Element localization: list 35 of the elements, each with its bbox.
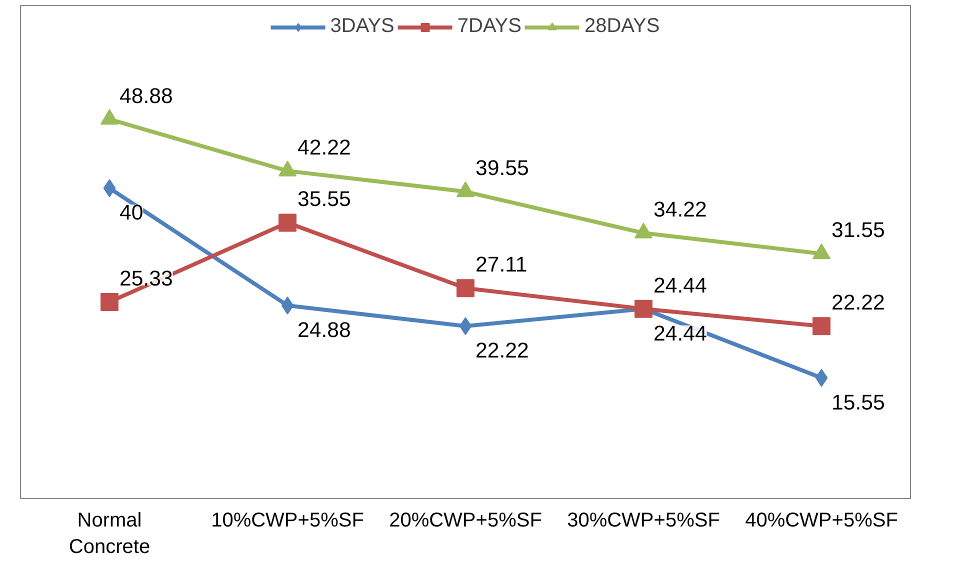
data-label: 25.33: [120, 266, 173, 290]
data-label: 24.88: [298, 318, 351, 342]
data-label: 22.22: [476, 338, 529, 363]
data-label: 35.55: [298, 187, 351, 212]
point: [100, 108, 118, 125]
point: [812, 317, 830, 336]
point: [459, 317, 472, 336]
point: [281, 296, 294, 314]
legend-label: 7DAYS: [457, 15, 522, 38]
data-label: 15.55: [832, 390, 885, 414]
data-label: 48.88: [120, 84, 173, 108]
point: [100, 292, 118, 311]
point: [815, 368, 828, 387]
data-label: 40: [120, 200, 144, 225]
data-label: 22.22: [832, 290, 885, 315]
data-label: 31.55: [832, 218, 885, 242]
data-label: 39.55: [476, 156, 529, 180]
data-label: 24.44: [654, 273, 708, 298]
point: [456, 279, 474, 298]
data-label: 24.44: [654, 321, 708, 346]
x-tick-label: 10%CWP+5%SF: [211, 510, 364, 532]
point: [278, 160, 296, 176]
x-tick-label: Normal Concrete: [68, 510, 150, 558]
x-tick-label: 30%CWP+5%SF: [567, 510, 720, 532]
data-label: 42.22: [298, 135, 351, 160]
data-label: 34.22: [654, 198, 707, 222]
data-label: 27.11: [476, 252, 528, 277]
x-tick-label: 40%CWP+5%SF: [745, 510, 898, 532]
x-tick-label: 20%CWP+5%SF: [389, 510, 542, 532]
point: [634, 300, 652, 318]
point: [812, 243, 830, 260]
legend-label: 3DAYS: [330, 15, 394, 38]
point: [456, 181, 474, 198]
point: [634, 222, 652, 238]
legend-label: 28DAYS: [584, 15, 660, 38]
